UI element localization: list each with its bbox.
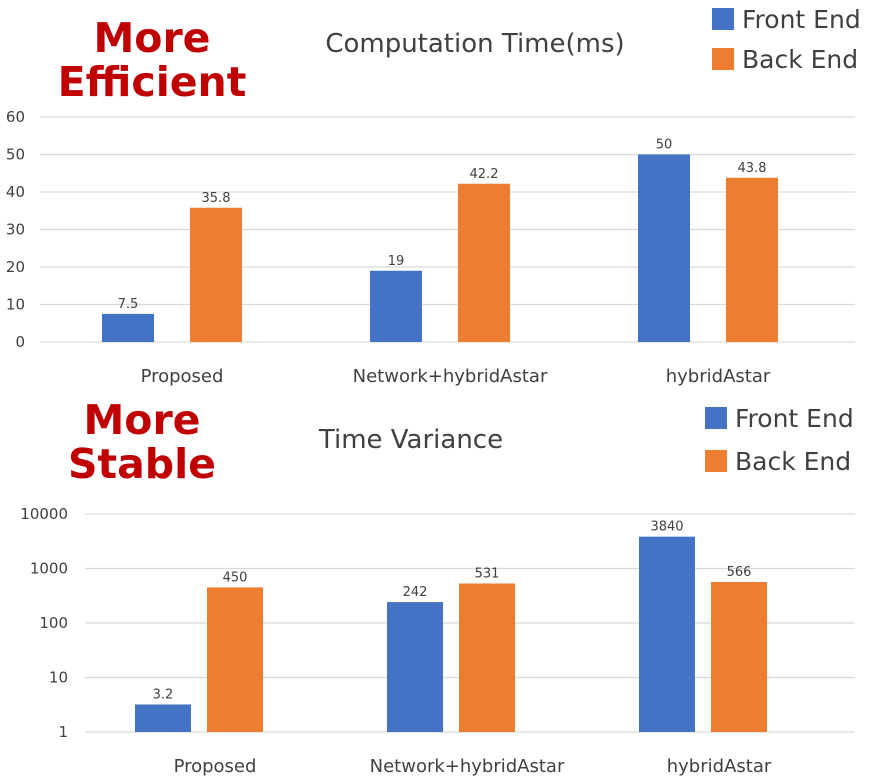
legend-label: Front End xyxy=(735,404,854,433)
bar-front-end xyxy=(639,536,695,732)
data-label: 242 xyxy=(403,585,428,600)
chart-title: Computation Time(ms) xyxy=(325,29,624,59)
data-label: 35.8 xyxy=(202,191,231,206)
x-category-label: Network+hybridAstar xyxy=(353,366,548,387)
bar-back-end xyxy=(458,183,510,342)
y-tick-label: 0 xyxy=(15,333,25,351)
chart-title: Time Variance xyxy=(318,425,503,455)
legend-swatch xyxy=(712,48,734,70)
bar-front-end xyxy=(102,313,154,342)
y-tick-label: 60 xyxy=(6,108,25,126)
data-label: 3.2 xyxy=(153,687,174,702)
legend-swatch xyxy=(712,8,734,30)
annotation-line: More xyxy=(83,396,201,444)
annotation-line: Stable xyxy=(67,440,216,488)
legend-swatch xyxy=(705,407,727,429)
bar-front-end xyxy=(370,270,422,342)
x-category-label: Network+hybridAstar xyxy=(370,756,565,777)
data-label: 566 xyxy=(727,565,752,580)
y-tick-label: 10000 xyxy=(20,505,68,523)
data-label: 7.5 xyxy=(118,297,139,312)
bar-back-end xyxy=(207,587,263,732)
data-label: 19 xyxy=(388,254,405,269)
annotation-line: More xyxy=(93,14,211,62)
bar-back-end xyxy=(459,583,515,732)
annotation-line: Efficient xyxy=(57,58,247,106)
y-tick-label: 1000 xyxy=(30,560,68,578)
y-tick-label: 40 xyxy=(6,183,25,201)
bar-back-end xyxy=(190,207,242,342)
y-tick-label: 100 xyxy=(39,614,68,632)
data-label: 531 xyxy=(475,566,500,581)
data-label: 450 xyxy=(223,570,248,585)
data-label: 43.8 xyxy=(738,161,767,176)
bar-front-end xyxy=(638,154,690,342)
y-tick-label: 30 xyxy=(6,221,25,239)
x-category-label: hybridAstar xyxy=(666,366,771,387)
time-variance-chart: Time Variance 1 10 100 1000 10000 3.2 242 3840 45… xyxy=(20,404,855,777)
legend-label: Front End xyxy=(742,5,861,34)
bar-front-end xyxy=(135,704,191,732)
bar-back-end xyxy=(711,581,767,732)
x-category-label: Proposed xyxy=(141,366,224,387)
data-label: 50 xyxy=(656,138,673,153)
bar-back-end xyxy=(726,177,778,342)
x-category-label: Proposed xyxy=(174,756,257,777)
y-tick-label: 10 xyxy=(6,296,25,314)
y-tick-label: 1 xyxy=(58,723,68,741)
y-tick-label: 10 xyxy=(49,669,68,687)
legend-swatch xyxy=(705,450,727,472)
bar-front-end xyxy=(387,602,443,732)
legend-label: Back End xyxy=(735,447,851,476)
more-stable-annotation: More Stable xyxy=(52,398,232,486)
y-tick-label: 20 xyxy=(6,258,25,276)
more-efficient-annotation: More Efficient xyxy=(52,16,252,104)
data-label: 42.2 xyxy=(470,167,499,182)
x-category-label: hybridAstar xyxy=(667,756,772,777)
computation-time-chart: Computation Time(ms) 0 10 20 30 40 50 60 7.5 19 50… xyxy=(6,5,861,387)
legend-label: Back End xyxy=(742,45,858,74)
y-tick-label: 50 xyxy=(6,146,25,164)
data-label: 3840 xyxy=(650,520,683,535)
